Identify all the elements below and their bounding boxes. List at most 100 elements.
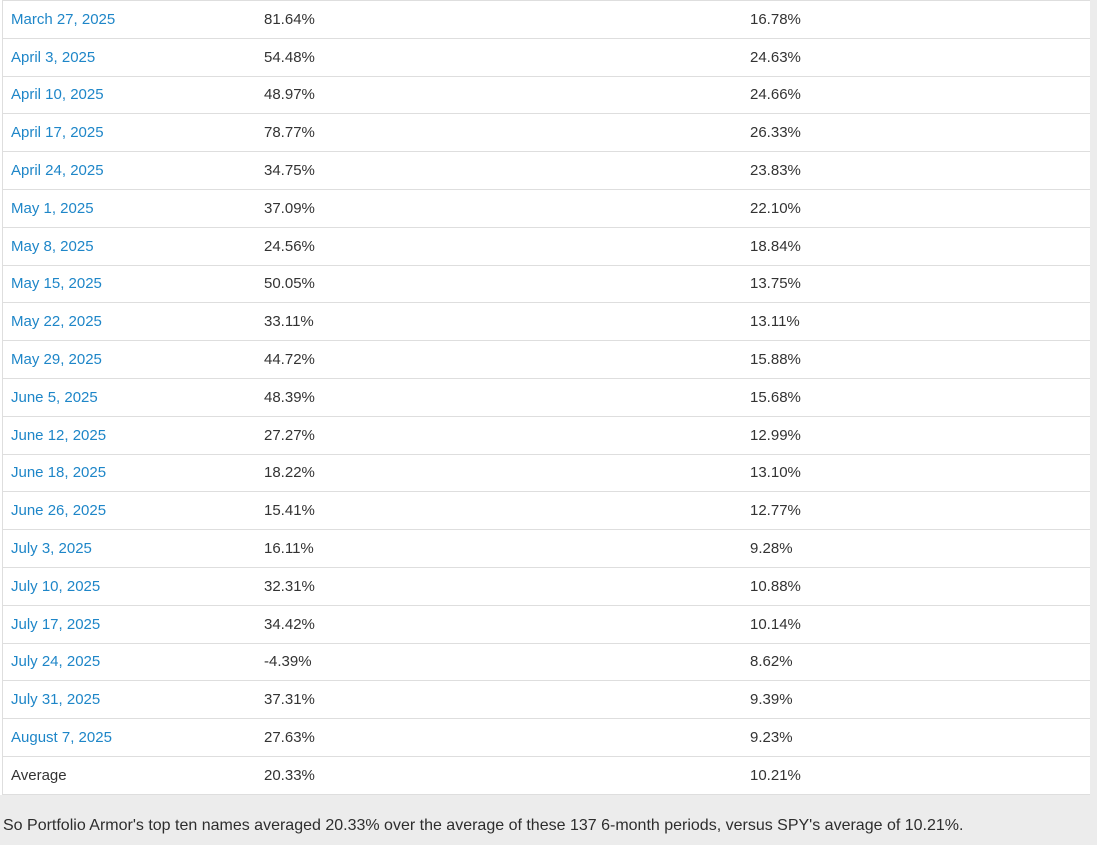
date-link[interactable]: May 29, 2025 [11,351,102,369]
spy-return-value: 9.39% [750,691,793,709]
table-body: March 27, 2025 81.64% 16.78% April 3, 2025 5… [2,0,1090,795]
table-row: May 22, 2025 33.11% 13.11% [3,302,1090,341]
portfolio-return-value: 15.41% [264,502,315,520]
portfolio-return-value: 27.63% [264,729,315,747]
spy-return-value: 16.78% [750,10,801,28]
table-row: April 17, 2025 78.77% 26.33% [3,113,1090,152]
spy-return-value: 13.10% [750,464,801,482]
date-link[interactable]: May 1, 2025 [11,199,94,217]
table-row: June 18, 2025 18.22% 13.10% [3,453,1090,492]
date-link[interactable]: April 17, 2025 [11,124,104,142]
date-link[interactable]: August 7, 2025 [11,729,112,747]
date-link[interactable]: July 17, 2025 [11,615,101,633]
portfolio-return-value: 18.22% [264,464,315,482]
spy-return-value: 22.10% [750,199,801,217]
table-row: July 31, 2025 37.31% 9.39% [3,680,1090,719]
spy-return-value: 8.62% [750,653,793,671]
portfolio-return-value: 20.33% [264,766,315,784]
table-row: August 7, 2025 27.63% 9.23% [3,718,1090,756]
date-cell: April 24, 2025 [3,162,253,179]
date-cell: July 3, 2025 [3,540,253,557]
date-link[interactable]: July 24, 2025 [11,653,101,671]
date-link[interactable]: May 22, 2025 [11,313,102,331]
portfolio-return-value: 54.48% [264,48,315,66]
date-cell: Average [3,767,253,784]
table-row: June 5, 2025 48.39% 15.68% [3,377,1090,416]
table-row: July 17, 2025 34.42% 10.14% [3,604,1090,643]
table-row: May 29, 2025 44.72% 15.88% [3,340,1090,378]
portfolio-return-value: 27.27% [264,426,315,444]
table-row: May 15, 2025 50.05% 13.75% [3,264,1090,303]
spy-return-value: 9.28% [750,540,793,558]
table-row: July 24, 2025 -4.39% 8.62% [3,642,1090,681]
portfolio-return-value: 78.77% [264,124,315,142]
date-link[interactable]: April 24, 2025 [11,162,104,180]
table-row: May 8, 2025 24.56% 18.84% [3,226,1090,265]
date-cell: May 1, 2025 [3,200,253,217]
spy-return-value: 26.33% [750,124,801,142]
date-cell: May 15, 2025 [3,275,253,292]
spy-return-value: 24.63% [750,48,801,66]
date-link[interactable]: July 10, 2025 [11,577,101,595]
date-cell: June 12, 2025 [3,427,253,444]
portfolio-return-value: 33.11% [264,313,314,331]
portfolio-return-value: 16.11% [264,540,314,558]
table-row: May 1, 2025 37.09% 22.10% [3,188,1090,227]
spy-return-value: 13.75% [750,275,801,293]
date-cell: July 17, 2025 [3,616,253,633]
portfolio-return-value: 37.31% [264,691,315,709]
date-cell: May 29, 2025 [3,351,253,368]
date-cell: July 31, 2025 [3,691,253,708]
date-link[interactable]: April 10, 2025 [11,86,104,104]
spy-return-value: 18.84% [750,237,801,255]
spy-return-value: 12.77% [750,502,801,520]
spy-return-value: 10.88% [750,577,801,595]
date-cell: June 18, 2025 [3,464,253,481]
date-cell: April 17, 2025 [3,124,253,141]
date-cell: July 10, 2025 [3,578,253,595]
date-link[interactable]: May 15, 2025 [11,275,102,293]
spy-return-value: 15.88% [750,351,801,369]
spy-return-value: 13.11% [750,313,800,331]
date-link[interactable]: July 3, 2025 [11,540,92,558]
date-link[interactable]: June 5, 2025 [11,388,98,406]
date-cell: April 3, 2025 [3,49,253,66]
portfolio-return-value: 48.39% [264,388,315,406]
portfolio-return-value: 34.42% [264,615,315,633]
date-cell: March 27, 2025 [3,11,253,28]
table-row: June 26, 2025 15.41% 12.77% [3,491,1090,530]
table-row: July 10, 2025 32.31% 10.88% [3,566,1090,605]
spy-return-value: 15.68% [750,388,801,406]
portfolio-return-value: 24.56% [264,237,315,255]
spy-return-value: 12.99% [750,426,801,444]
portfolio-return-value: 50.05% [264,275,315,293]
portfolio-return-value: 48.97% [264,86,315,104]
date-cell: June 5, 2025 [3,389,253,406]
table-row: Average 20.33% 10.21% [3,755,1090,794]
date-link[interactable]: June 18, 2025 [11,464,107,482]
date-link[interactable]: May 8, 2025 [11,237,94,255]
spy-return-value: 10.21% [750,766,801,784]
table-row: April 3, 2025 54.48% 24.63% [3,37,1090,76]
portfolio-return-value: 81.64% [264,10,315,28]
spy-return-value: 9.23% [750,729,793,747]
table-row: June 12, 2025 27.27% 12.99% [3,415,1090,454]
portfolio-return-value: 32.31% [264,577,315,595]
date-link[interactable]: June 12, 2025 [11,426,107,444]
date-link[interactable]: June 26, 2025 [11,502,107,520]
table-row: March 27, 2025 81.64% 16.78% [3,0,1090,38]
date-link[interactable]: July 31, 2025 [11,691,101,709]
summary-text: So Portfolio Armor's top ten names avera… [3,816,964,834]
portfolio-return-value: 37.09% [264,199,315,217]
table-row: April 10, 2025 48.97% 24.66% [3,75,1090,114]
portfolio-return-value: 44.72% [264,351,315,369]
date-cell: May 8, 2025 [3,238,253,255]
returns-table: March 27, 2025 81.64% 16.78% April 3, 2025 5… [0,0,1090,795]
date-cell: May 22, 2025 [3,313,253,330]
date-cell: August 7, 2025 [3,729,253,746]
date-link[interactable]: April 3, 2025 [11,48,96,66]
portfolio-return-value: -4.39% [264,653,312,671]
date-link[interactable]: March 27, 2025 [11,10,116,28]
average-label: Average [11,766,67,784]
date-cell: July 24, 2025 [3,653,253,670]
